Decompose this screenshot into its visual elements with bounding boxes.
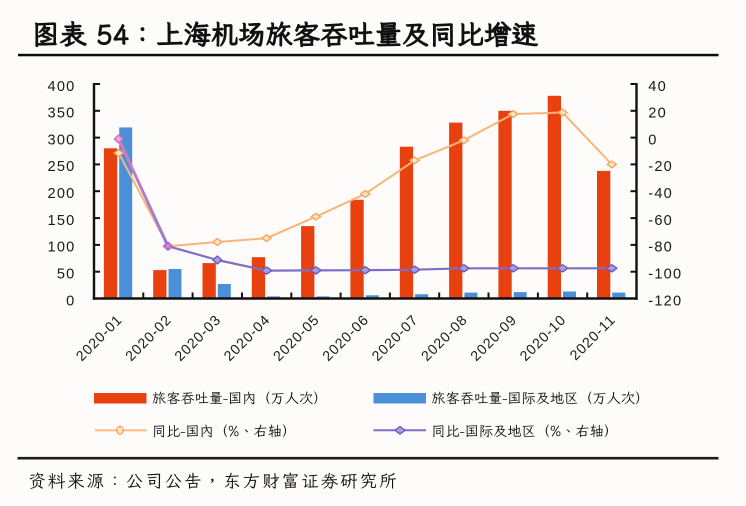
svg-text:300: 300	[48, 132, 76, 148]
svg-text:250: 250	[48, 159, 76, 175]
svg-text:150: 150	[48, 213, 76, 229]
svg-text:20: 20	[648, 106, 667, 122]
svg-text:-100: -100	[648, 267, 682, 283]
svg-text:0: 0	[648, 132, 657, 148]
svg-text:350: 350	[48, 106, 76, 122]
svg-text:0: 0	[66, 293, 75, 309]
svg-text:40: 40	[648, 79, 667, 95]
svg-text:100: 100	[48, 240, 76, 256]
svg-text:-60: -60	[648, 213, 673, 229]
svg-text:-80: -80	[648, 240, 673, 256]
svg-text:-40: -40	[648, 186, 673, 202]
svg-text:50: 50	[57, 267, 76, 283]
svg-text:-20: -20	[648, 159, 673, 175]
svg-text:400: 400	[48, 79, 76, 95]
svg-text:-120: -120	[648, 293, 682, 309]
svg-text:200: 200	[48, 186, 76, 202]
